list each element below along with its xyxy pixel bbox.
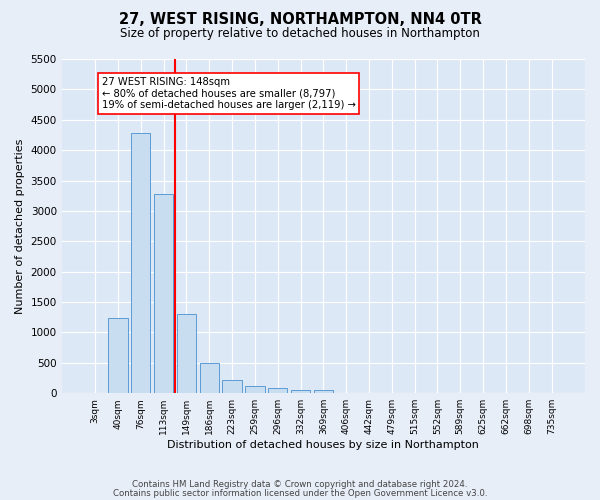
Bar: [131, 133, 151, 393]
Bar: [223, 380, 242, 393]
Bar: [177, 314, 196, 393]
Bar: [245, 386, 265, 393]
Text: Contains HM Land Registry data © Crown copyright and database right 2024.: Contains HM Land Registry data © Crown c…: [132, 480, 468, 489]
X-axis label: Distribution of detached houses by size in Northampton: Distribution of detached houses by size …: [167, 440, 479, 450]
Bar: [154, 194, 173, 393]
Bar: [268, 388, 287, 393]
Bar: [291, 390, 310, 393]
Y-axis label: Number of detached properties: Number of detached properties: [15, 138, 25, 314]
Bar: [108, 318, 128, 393]
Bar: [314, 390, 333, 393]
Text: 27 WEST RISING: 148sqm
← 80% of detached houses are smaller (8,797)
19% of semi-: 27 WEST RISING: 148sqm ← 80% of detached…: [101, 77, 355, 110]
Text: Size of property relative to detached houses in Northampton: Size of property relative to detached ho…: [120, 28, 480, 40]
Text: 27, WEST RISING, NORTHAMPTON, NN4 0TR: 27, WEST RISING, NORTHAMPTON, NN4 0TR: [119, 12, 481, 28]
Bar: [200, 363, 219, 393]
Text: Contains public sector information licensed under the Open Government Licence v3: Contains public sector information licen…: [113, 488, 487, 498]
